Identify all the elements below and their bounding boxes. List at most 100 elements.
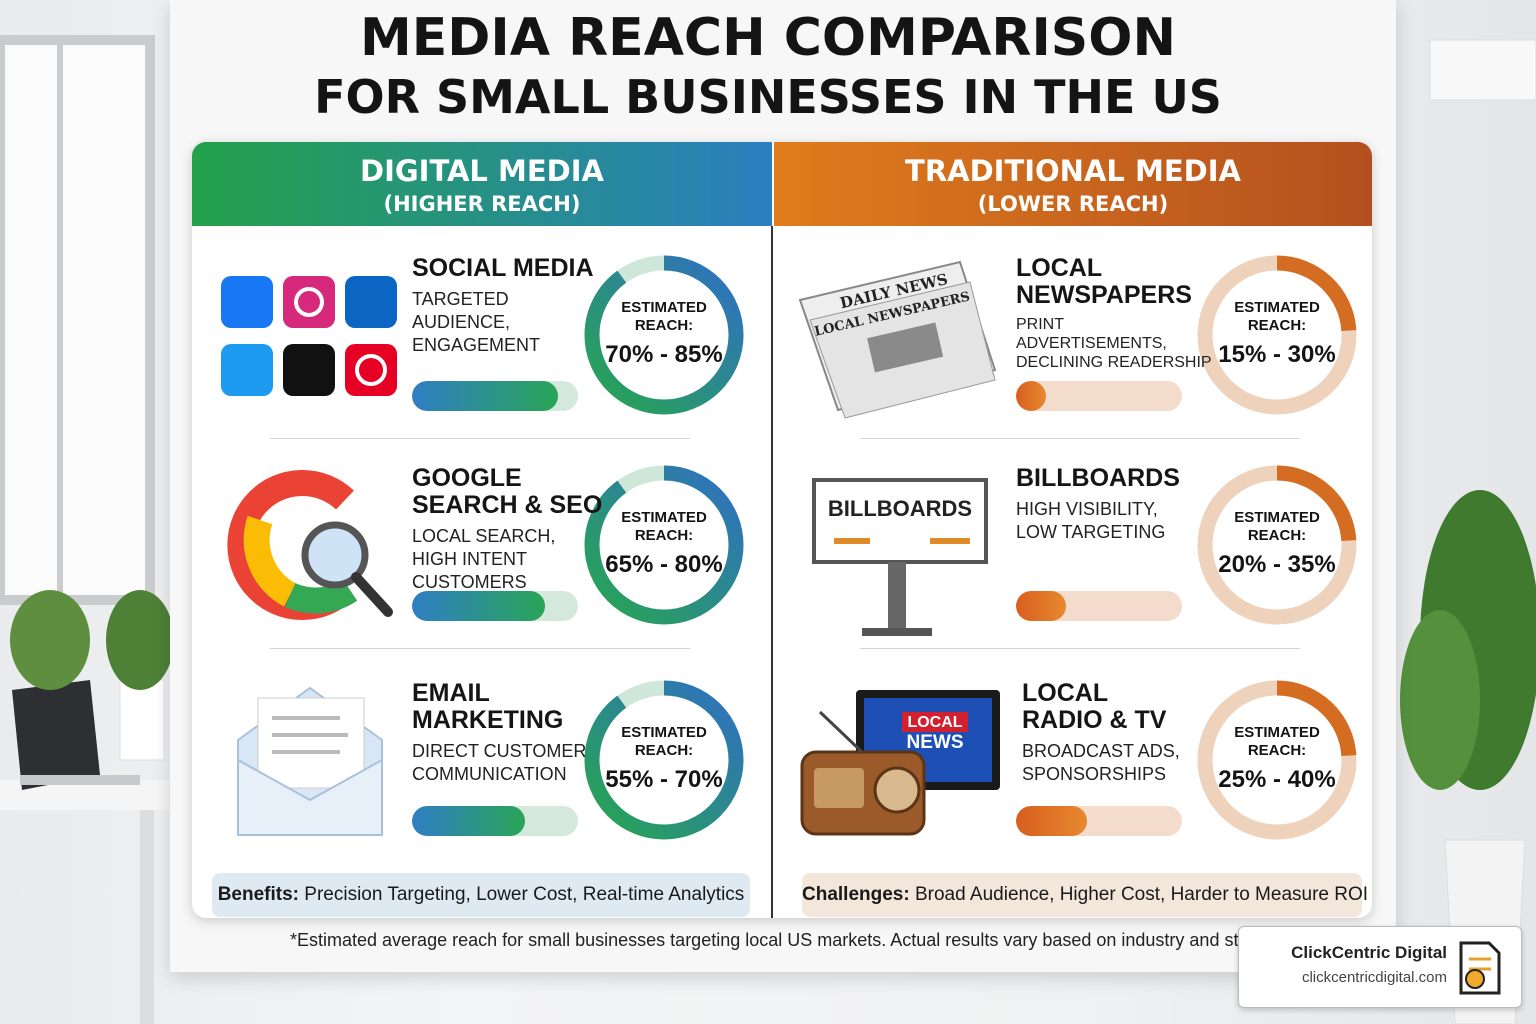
reach-label: REACH: (1247, 527, 1307, 544)
facebook-icon (221, 276, 273, 328)
description-line: TARGETED (412, 289, 509, 309)
reach-label: ESTIMATED (621, 724, 707, 741)
description-line: HIGH VISIBILITY, (1016, 499, 1158, 519)
title-line: FOR SMALL BUSINESSES IN THE US (314, 70, 1222, 124)
reach-label: REACH: (634, 742, 694, 759)
item-description: TARGETED AUDIENCE, ENGAGEMENT (412, 288, 594, 357)
item-description: LOCAL SEARCH, HIGH INTENT CUSTOMERS (412, 525, 602, 594)
reach-bar-fill (1016, 806, 1088, 836)
instagram-icon (283, 276, 335, 328)
tiktok-icon (283, 344, 335, 396)
reach-label: REACH: (1247, 317, 1307, 334)
reach-bar-fill (412, 806, 525, 836)
row-separator (860, 438, 1300, 439)
note-text: Precision Targeting, Lower Cost, Real-ti… (304, 884, 745, 905)
reach-range: 65% - 80% (605, 551, 723, 578)
description-line: PRINT (1016, 316, 1064, 333)
footnote: *Estimated average reach for small busin… (290, 930, 1255, 950)
item-description: DIRECT CUSTOMER COMMUNICATION (412, 740, 586, 786)
reach-bar (1016, 806, 1182, 836)
reach-range: 25% - 40% (1218, 766, 1336, 793)
tv-text: NEWS (907, 732, 964, 753)
item-title: NEWSPAPERS (1016, 281, 1192, 309)
reach-label: ESTIMATED (1234, 299, 1320, 316)
magnifier (301, 521, 369, 589)
reach-bar (412, 381, 578, 411)
comparison-card: DIGITAL MEDIA (HIGHER REACH) TRADITIONAL… (192, 142, 1372, 918)
item-description: HIGH VISIBILITY, LOW TARGETING (1016, 498, 1180, 544)
item-title: SEARCH & SEO (412, 491, 603, 519)
item-description: BROADCAST ADS, SPONSORSHIPS (1022, 740, 1180, 786)
column-title: TRADITIONAL MEDIA (905, 154, 1241, 188)
reach-text: ESTIMATED REACH: 15% - 30% (1207, 299, 1347, 369)
reach-bar (412, 591, 578, 621)
reach-label: ESTIMATED (1234, 509, 1320, 526)
description-line: AUDIENCE, (412, 312, 511, 332)
item-title: GOOGLE (412, 464, 522, 492)
description-line: CUSTOMERS (412, 572, 527, 592)
note-text: Broad Audience, Higher Cost, Harder to M… (914, 884, 1369, 905)
reach-text: ESTIMATED REACH: 70% - 85% (594, 299, 734, 369)
reach-label: ESTIMATED (1234, 724, 1320, 741)
note-label: Benefits: (217, 884, 299, 905)
reach-bar-fill (1016, 381, 1046, 411)
column-header: TRADITIONAL MEDIA (LOWER REACH) (774, 142, 1372, 226)
item-text: SOCIAL MEDIA TARGETED AUDIENCE, ENGAGEMENT (412, 255, 594, 357)
item-title: MARKETING (412, 706, 564, 734)
row-separator (860, 648, 1300, 649)
column-subtitle: (LOWER REACH) (977, 192, 1169, 216)
billboard-text: BILLBOARDS (828, 496, 972, 521)
reach-text: ESTIMATED REACH: 20% - 35% (1207, 509, 1347, 579)
column-header: DIGITAL MEDIA (HIGHER REACH) (192, 142, 772, 226)
billboard-icon (812, 478, 988, 564)
reach-range: 55% - 70% (605, 766, 723, 793)
description-line: LOCAL SEARCH, (412, 526, 556, 546)
item-title: EMAIL (412, 679, 490, 707)
reach-label: REACH: (1247, 742, 1307, 759)
item-title: SOCIAL MEDIA (412, 254, 594, 282)
reach-text: ESTIMATED REACH: 25% - 40% (1207, 724, 1347, 794)
column-title: DIGITAL MEDIA (360, 154, 604, 188)
row-separator (270, 648, 690, 649)
divider (771, 226, 773, 918)
brand-card: ClickCentric Digital clickcentricdigital… (1238, 926, 1522, 1008)
item-text: EMAIL MARKETING DIRECT CUSTOMER COMMUNICATI… (412, 680, 586, 786)
reach-text: ESTIMATED REACH: 65% - 80% (594, 509, 734, 579)
reach-bar-fill (412, 591, 545, 621)
reach-label: ESTIMATED (621, 299, 707, 316)
description-line: SPONSORSHIPS (1022, 764, 1167, 784)
reach-bar (1016, 591, 1182, 621)
item-text: GOOGLE SEARCH & SEO LOCAL SEARCH, HIGH INTE… (412, 465, 602, 594)
reach-bar-fill (1016, 591, 1066, 621)
reach-label: REACH: (634, 317, 694, 334)
column-subtitle: (HIGHER REACH) (383, 192, 581, 216)
description-line: BROADCAST ADS, (1022, 741, 1180, 761)
description-line: COMMUNICATION (412, 764, 567, 784)
row-separator (270, 438, 690, 439)
description-line: DIRECT CUSTOMER (412, 741, 587, 761)
reach-label: REACH: (634, 527, 694, 544)
reach-bar (412, 806, 578, 836)
description-line: LOW TARGETING (1016, 522, 1166, 542)
description-line: ADVERTISEMENTS, (1016, 335, 1167, 352)
pinterest-icon (345, 344, 397, 396)
item-title: BILLBOARDS (1016, 464, 1180, 492)
twitter-icon (221, 344, 273, 396)
reach-range: 70% - 85% (605, 341, 723, 368)
note-label: Challenges: (802, 884, 910, 905)
reach-label: ESTIMATED (621, 509, 707, 526)
challenges-note: Challenges: Broad Audience, Higher Cost,… (802, 873, 1368, 917)
reach-range: 15% - 30% (1218, 341, 1336, 368)
tv-text: LOCAL (907, 714, 962, 731)
description-line: HIGH INTENT (412, 549, 527, 569)
reach-bar (1016, 381, 1182, 411)
linkedin-icon (345, 276, 397, 328)
description-line: DECLINING READERSHIP (1016, 354, 1212, 371)
brand-name: ClickCentric Digital (1291, 943, 1447, 962)
brand-logo (1459, 941, 1501, 995)
title-line: MEDIA REACH COMPARISON (360, 8, 1176, 68)
item-text: LOCAL NEWSPAPERS PRINT ADVERTISEMENTS, DECLI… (1016, 255, 1212, 372)
item-title: LOCAL (1016, 254, 1103, 282)
